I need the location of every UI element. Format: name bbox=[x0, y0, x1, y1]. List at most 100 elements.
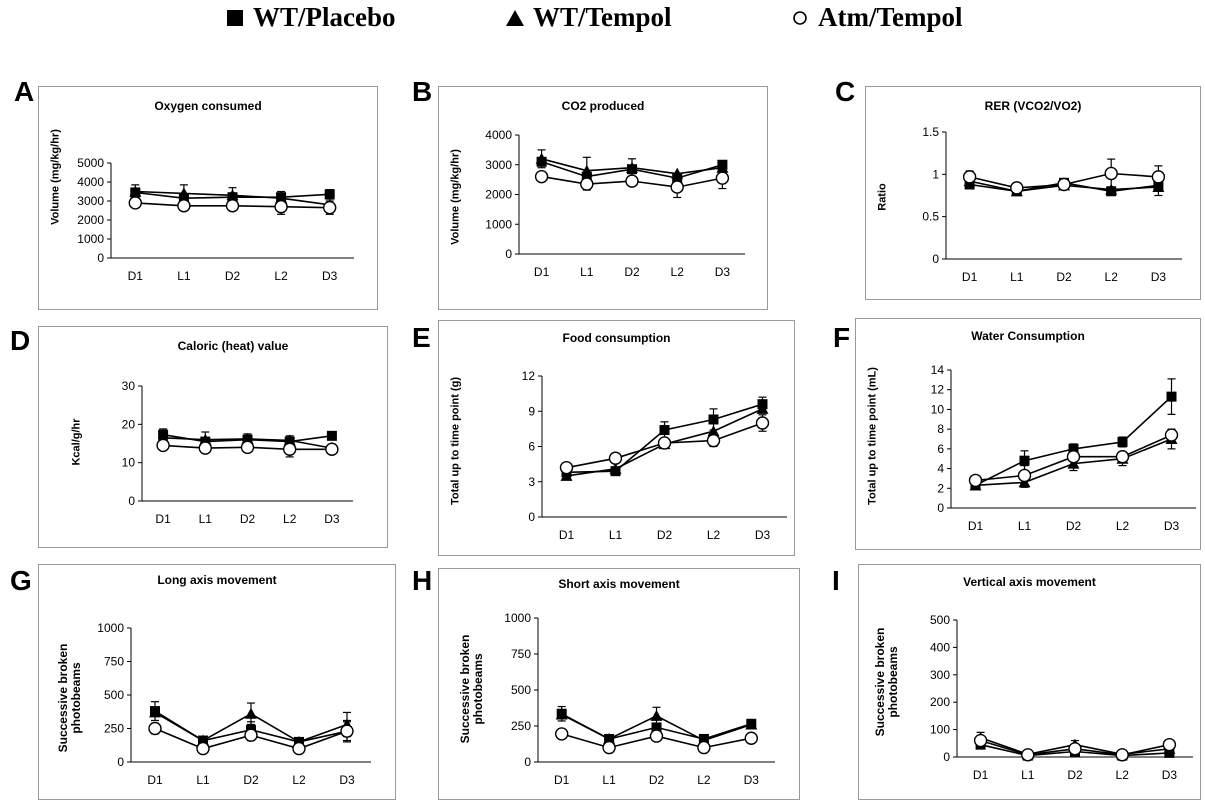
x-tick-label: D1 bbox=[554, 773, 570, 787]
chart-panel-rer: RER (VCO2/VO2) Ratio 0 0.5 1 1.5 D1 L1 D2 L2 D3 bbox=[865, 86, 1201, 300]
x-tick-label: D3 bbox=[322, 269, 338, 283]
y-tick-label: 1000 bbox=[485, 217, 512, 231]
data-point-circle bbox=[697, 740, 711, 755]
data-point-circle bbox=[1164, 428, 1179, 442]
y-tick-label: 1 bbox=[932, 167, 939, 181]
data-point-circle bbox=[274, 199, 288, 214]
plot-area: 0 1000 2000 3000 4000 5000 D1 L1 D2 L2 D3 bbox=[77, 156, 354, 283]
x-tick-label: D1 bbox=[968, 519, 984, 533]
data-point-square bbox=[659, 425, 670, 436]
data-point-square bbox=[324, 189, 335, 200]
figure-legend: WT/Placebo WT/Tempol Atm/Tempol bbox=[0, 0, 1205, 44]
data-point-circle bbox=[580, 177, 594, 191]
x-tick-label: L1 bbox=[199, 512, 213, 526]
x-tick-label: D2 bbox=[1066, 519, 1082, 533]
data-point-circle bbox=[968, 473, 983, 488]
data-point-circle bbox=[1115, 748, 1129, 762]
y-tick-label: 10 bbox=[122, 456, 136, 470]
data-point-triangle bbox=[555, 708, 568, 720]
legend-item-wt-placebo: WT/Placebo bbox=[225, 2, 396, 33]
data-point-circle bbox=[1017, 468, 1032, 483]
data-point-triangle bbox=[241, 432, 254, 444]
data-point-circle bbox=[244, 728, 258, 742]
data-point-circle bbox=[534, 169, 549, 184]
data-point-circle bbox=[962, 170, 977, 184]
panel-letter-c: C bbox=[835, 76, 856, 107]
y-tick-label: 0 bbox=[505, 247, 512, 261]
x-tick-label: D2 bbox=[1056, 270, 1072, 284]
y-tick-label: 12 bbox=[522, 369, 536, 383]
data-point-circle bbox=[744, 731, 758, 745]
data-point-triangle bbox=[535, 152, 548, 164]
filled-triangle-icon bbox=[506, 9, 524, 26]
y-tick-label: 4000 bbox=[485, 128, 512, 142]
y-tick-label: 2000 bbox=[485, 188, 512, 202]
panel-title: Oxygen consumed bbox=[154, 99, 262, 113]
data-point-triangle bbox=[580, 164, 593, 176]
data-point-triangle bbox=[226, 189, 239, 201]
y-tick-label: 14 bbox=[931, 363, 945, 377]
x-tick-label: L1 bbox=[196, 773, 210, 787]
x-tick-label: L1 bbox=[1010, 270, 1024, 284]
data-point-triangle bbox=[275, 192, 288, 204]
data-point-circle bbox=[649, 729, 664, 743]
y-tick-label: 500 bbox=[930, 613, 950, 627]
x-tick-label: D2 bbox=[657, 528, 673, 542]
legend-item-atm-tempol: Atm/Tempol bbox=[790, 2, 963, 33]
y-tick-label: 30 bbox=[122, 379, 136, 393]
x-tick-label: D3 bbox=[1162, 768, 1178, 782]
data-point-circle bbox=[755, 416, 770, 430]
panel-title: Short axis movement bbox=[558, 577, 680, 591]
y-tick-label: 1000 bbox=[97, 621, 124, 635]
legend-label: WT/Placebo bbox=[253, 2, 396, 32]
legend-label: Atm/Tempol bbox=[818, 2, 963, 32]
chart-panel-co2: CO2 produced Volume (mg/kg/hr) 0 1000 2000… bbox=[438, 86, 768, 310]
y-tick-label: 6 bbox=[528, 440, 535, 454]
data-point-circle bbox=[706, 433, 721, 448]
plot-area: 0 100 200 300 400 500 D1 L1 D2 L2 D3 bbox=[930, 613, 1193, 782]
data-point-triangle bbox=[609, 462, 622, 474]
x-tick-label: D2 bbox=[225, 269, 241, 283]
data-point-triangle bbox=[149, 706, 161, 718]
y-tick-label: 1.5 bbox=[922, 125, 939, 139]
chart-panel-water: Water Consumption Total up to time point… bbox=[855, 318, 1201, 550]
chart-panel-short-axis: Short axis movement Successive broken ph… bbox=[438, 568, 800, 800]
data-point-circle bbox=[1066, 450, 1081, 464]
panel-letter-a: A bbox=[14, 76, 35, 107]
y-tick-label: 20 bbox=[122, 417, 136, 431]
y-tick-label: 0 bbox=[97, 251, 104, 265]
panel-title: CO2 produced bbox=[561, 99, 645, 113]
x-tick-label: L1 bbox=[602, 773, 616, 787]
x-tick-label: D3 bbox=[715, 265, 731, 279]
panel-letter-i: I bbox=[832, 565, 840, 596]
x-tick-label: L2 bbox=[1116, 519, 1130, 533]
y-tick-label: 5000 bbox=[77, 156, 104, 170]
y-tick-label: 3 bbox=[528, 475, 535, 489]
x-tick-label: D1 bbox=[155, 512, 171, 526]
data-point-square bbox=[1068, 443, 1079, 454]
filled-square-icon bbox=[227, 9, 243, 26]
x-tick-label: L2 bbox=[707, 528, 721, 542]
y-tick-label: 9 bbox=[528, 404, 535, 418]
y-tick-label: 750 bbox=[104, 655, 124, 669]
panel-letter-f: F bbox=[833, 322, 851, 353]
panel-letter-b: B bbox=[412, 76, 433, 107]
panel-title: Caloric (heat) value bbox=[177, 339, 289, 353]
data-point-circle bbox=[1151, 170, 1166, 184]
data-point-circle bbox=[657, 436, 672, 450]
data-point-circle bbox=[325, 442, 339, 456]
y-tick-label: 0 bbox=[128, 494, 135, 508]
x-tick-label: D2 bbox=[243, 773, 259, 787]
chart-panel-long-axis: Long axis movement Successive broken pho… bbox=[38, 564, 396, 800]
y-tick-label: 200 bbox=[930, 695, 950, 709]
data-point-square bbox=[1117, 436, 1128, 447]
data-point-circle bbox=[282, 442, 297, 456]
data-point-triangle bbox=[129, 185, 142, 197]
x-tick-label: D2 bbox=[624, 265, 640, 279]
x-tick-label: D1 bbox=[128, 269, 144, 283]
y-tick-label: 750 bbox=[511, 647, 531, 661]
data-point-circle bbox=[128, 196, 143, 210]
y-tick-label: 500 bbox=[511, 683, 531, 697]
data-point-triangle bbox=[1105, 183, 1118, 195]
data-point-square bbox=[1019, 455, 1030, 466]
